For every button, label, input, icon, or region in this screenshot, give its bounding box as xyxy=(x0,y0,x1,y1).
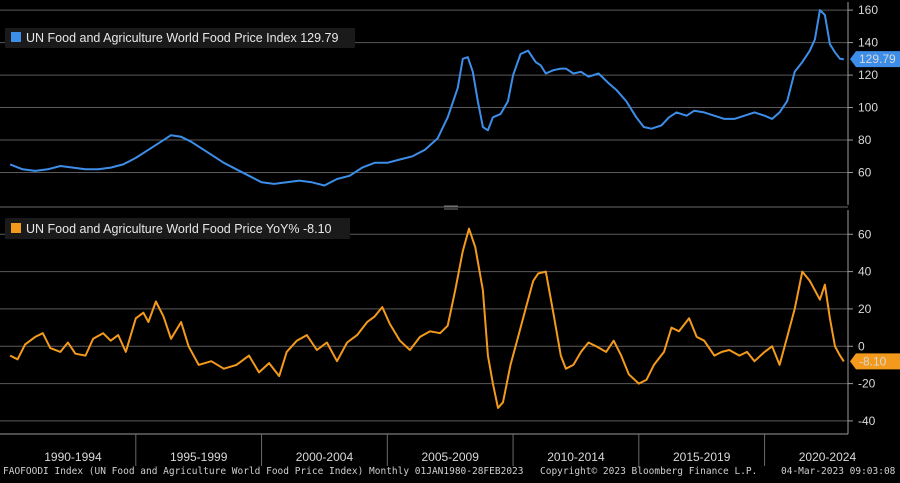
price-index-y-ticks: 60 80 100 120 140 160 xyxy=(848,3,878,180)
footer-copyright: Copyright© 2023 Bloomberg Finance L.P. xyxy=(540,466,758,477)
panel-resize-handle[interactable] xyxy=(444,205,458,210)
x-axis-tick-label: 1990-1994 xyxy=(44,450,102,464)
yoy-series-line xyxy=(9,227,845,409)
price-index-y-tick-label: 160 xyxy=(858,3,878,17)
x-axis-tick-label: 2015-2019 xyxy=(673,450,731,464)
yoy-y-tick-label: 20 xyxy=(858,302,872,316)
x-axis-tick-label: 1995-1999 xyxy=(170,450,228,464)
x-axis-tick-label: 2000-2004 xyxy=(296,450,354,464)
price-index-y-tick-label: 100 xyxy=(858,101,878,115)
x-axis-tick-label: 2020-2024 xyxy=(799,450,857,464)
x-axis-tick-label: 2010-2014 xyxy=(547,450,605,464)
price-index-y-tick-label: 80 xyxy=(858,133,872,147)
price-index-y-tick-label: 60 xyxy=(858,166,872,180)
price-index-y-tick-label: 120 xyxy=(858,68,878,82)
yoy-y-tick-label: 40 xyxy=(858,265,872,279)
yoy-last-value-badge-shape xyxy=(850,353,900,370)
yoy-y-tick-label: 0 xyxy=(858,339,865,353)
x-axis-labels: 1990-1994 1995-1999 2000-2004 2005-2009 2010… xyxy=(44,434,856,466)
yoy-last-value-badge: -8.10 xyxy=(850,353,900,370)
footer-source: FAOFOODI Index (UN Food and Agriculture … xyxy=(3,466,524,477)
x-axis-tick-label: 2005-2009 xyxy=(421,450,479,464)
yoy-legend-label: UN Food and Agriculture World Food Price… xyxy=(26,222,332,236)
yoy-y-ticks: -40 -20 0 20 40 60 xyxy=(848,227,876,428)
price-index-series-line xyxy=(9,9,844,187)
yoy-panel: -40 -20 0 20 40 60 UN Food and Agriculture Wo… xyxy=(0,210,900,434)
yoy-y-tick-label: -40 xyxy=(858,414,876,428)
price-index-panel: 60 80 100 120 140 160 UN Food and Agriculture… xyxy=(0,2,900,205)
price-index-legend-swatch xyxy=(11,32,21,42)
yoy-y-tick-label: 60 xyxy=(858,227,872,241)
footer-timestamp: 04-Mar-2023 09:03:08 xyxy=(781,466,896,477)
price-index-legend-box xyxy=(5,28,355,48)
yoy-legend-box xyxy=(5,218,350,239)
yoy-y-tick-label: -20 xyxy=(858,377,876,391)
yoy-legend: UN Food and Agriculture World Food Price… xyxy=(5,218,350,239)
yoy-legend-swatch xyxy=(11,223,21,233)
price-index-last-value-label: 129.79 xyxy=(859,52,896,66)
price-index-y-tick-label: 140 xyxy=(858,36,878,50)
price-index-last-value-badge-shape xyxy=(850,51,900,68)
yoy-last-value-label: -8.10 xyxy=(859,354,887,368)
price-index-legend-label: UN Food and Agriculture World Food Price… xyxy=(26,31,338,45)
price-index-legend: UN Food and Agriculture World Food Price… xyxy=(5,28,355,48)
price-index-last-value-badge: 129.79 xyxy=(850,51,900,68)
